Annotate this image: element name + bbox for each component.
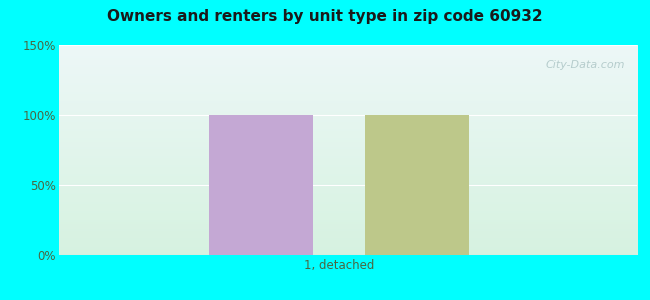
Bar bbox=[209, 115, 313, 255]
Text: City-Data.com: City-Data.com bbox=[546, 60, 625, 70]
Bar bbox=[365, 115, 469, 255]
Text: Owners and renters by unit type in zip code 60932: Owners and renters by unit type in zip c… bbox=[107, 9, 543, 24]
